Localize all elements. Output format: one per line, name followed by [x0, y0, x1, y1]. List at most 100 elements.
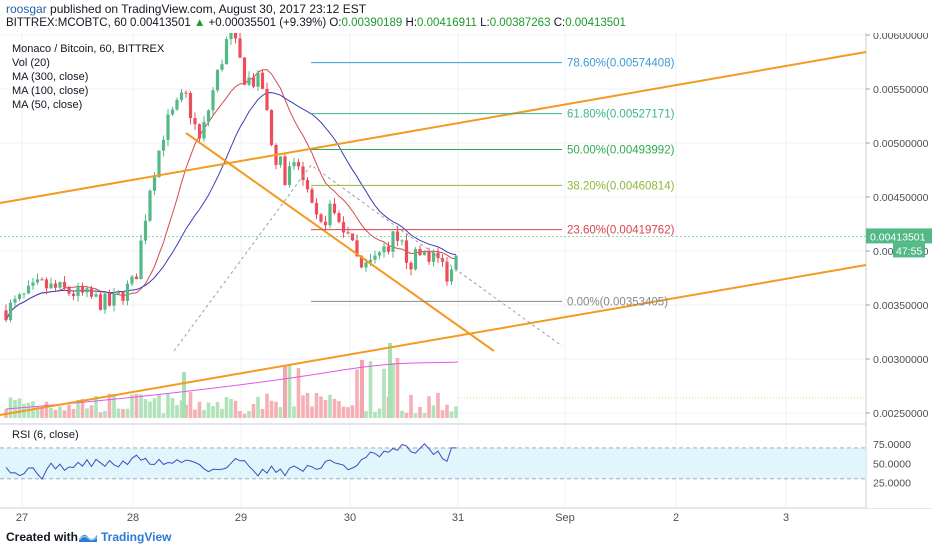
chart-background	[0, 33, 932, 525]
volume-bar	[215, 402, 220, 418]
candle-body	[314, 202, 319, 215]
open-label: O:	[329, 17, 342, 29]
candle-body	[413, 248, 418, 270]
rsi-legend: RSI (6, close)	[12, 429, 79, 441]
volume-bar	[377, 408, 382, 418]
volume-bar	[422, 413, 427, 418]
candle-body	[121, 291, 125, 301]
candle-body	[310, 189, 314, 203]
fib-level-label: 61.80%(0.00527171)	[567, 109, 675, 121]
candle-body	[35, 279, 40, 283]
volume-bar	[94, 395, 98, 418]
author-link[interactable]: roosgar	[6, 2, 47, 16]
volume-bar	[89, 405, 94, 418]
volume-bar	[161, 413, 166, 418]
candle-body	[373, 255, 377, 260]
tradingview-logo-icon	[78, 534, 98, 542]
fib-level-label: 38.20%(0.00460814)	[567, 180, 675, 192]
volume-bar	[409, 394, 413, 418]
created-with-label: Created with	[6, 530, 79, 544]
lower-channel-line	[0, 264, 867, 416]
volume-bar	[116, 408, 121, 418]
axes: 0.008000000.007500000.007000000.00650000…	[0, 33, 932, 524]
volume-bar	[80, 398, 85, 418]
volume-bar	[368, 361, 373, 418]
fib-level-label: 23.60%(0.00419762)	[567, 225, 675, 237]
price-tick-label: 0.00300000	[873, 354, 929, 366]
fib-level-label: 0.00%(0.00353405)	[567, 296, 668, 308]
candle-body	[220, 64, 224, 70]
published-text: published on TradingView.com, August 30,…	[50, 2, 367, 16]
candle-body	[80, 285, 85, 293]
footer: Created with TradingView	[0, 525, 932, 550]
volume-bar	[112, 394, 116, 418]
volume-bar	[332, 398, 337, 418]
candle-body	[355, 240, 359, 257]
candle-body	[224, 39, 229, 65]
price-tick-label: 0.00450000	[873, 192, 929, 204]
volume-bar	[296, 368, 301, 418]
candle-body	[89, 288, 94, 297]
volume-bar	[13, 400, 17, 418]
ohlc-line: BITTREX:MCOBTC, 60 0.00413501 ▲ +0.00035…	[6, 17, 626, 29]
candle-body	[98, 294, 103, 310]
volume-bars	[4, 343, 458, 418]
candle-body	[400, 240, 404, 242]
rsi-band	[0, 447, 866, 479]
price-chart[interactable]: 161.80%(0.00808345)141.40%(0.00750985)12…	[0, 33, 932, 525]
volume-bar	[179, 400, 184, 418]
volume-bar	[8, 397, 13, 418]
candle-body	[184, 92, 188, 94]
candle-body	[368, 259, 373, 263]
legend-ma100: MA (100, close)	[12, 85, 89, 97]
candle-body	[148, 190, 152, 221]
price-axis-bg	[867, 33, 932, 508]
ma300-line	[5, 361, 459, 410]
candle-body	[409, 262, 413, 270]
volume-bar	[278, 407, 283, 418]
candle-body	[436, 252, 440, 259]
time-tick-label: 3	[783, 512, 789, 524]
volume-bar	[449, 411, 454, 418]
candle-body	[260, 72, 265, 89]
volume-spike	[388, 343, 392, 418]
candle-body	[22, 293, 26, 295]
candle-body	[431, 252, 436, 262]
tradingview-brand[interactable]: TradingView	[101, 530, 172, 544]
candle-body	[130, 276, 134, 284]
volume-bar	[125, 408, 130, 418]
candle-body	[386, 246, 391, 252]
candle-body	[440, 258, 445, 262]
volume-bar	[269, 400, 274, 418]
candle-body	[454, 255, 458, 270]
volume-bar	[355, 369, 359, 418]
volume-bar	[400, 410, 404, 418]
volume-bar	[287, 365, 292, 418]
candle-body	[301, 166, 305, 181]
volume-bar	[67, 404, 71, 418]
fib-retracement[interactable]: 161.80%(0.00808345)141.40%(0.00750985)12…	[311, 33, 681, 308]
candle-body	[193, 118, 197, 125]
volume-bar	[62, 410, 67, 418]
candle-body	[94, 294, 98, 297]
volume-bar	[337, 401, 341, 418]
volume-spike	[283, 366, 287, 418]
volume-bar	[130, 394, 134, 418]
publish-line: roosgar published on TradingView.com, Au…	[6, 2, 366, 16]
candle-body	[44, 279, 49, 289]
volume-bar	[134, 393, 139, 418]
volume-bar	[206, 402, 211, 418]
volume-bar	[454, 406, 458, 418]
rsi-tick-label: 25.0000	[873, 478, 911, 490]
descending-trendline	[185, 132, 495, 352]
rsi-tick-label: 75.0000	[873, 439, 911, 451]
volume-bar	[310, 406, 314, 418]
time-tick-label: Sep	[555, 512, 575, 524]
candle-body	[4, 310, 8, 321]
candle-body	[152, 177, 157, 191]
candle-body	[175, 99, 179, 110]
volume-bar	[292, 406, 296, 418]
candle-body	[323, 221, 328, 226]
candle-body	[319, 214, 323, 222]
legend-ma50: MA (50, close)	[12, 99, 83, 111]
